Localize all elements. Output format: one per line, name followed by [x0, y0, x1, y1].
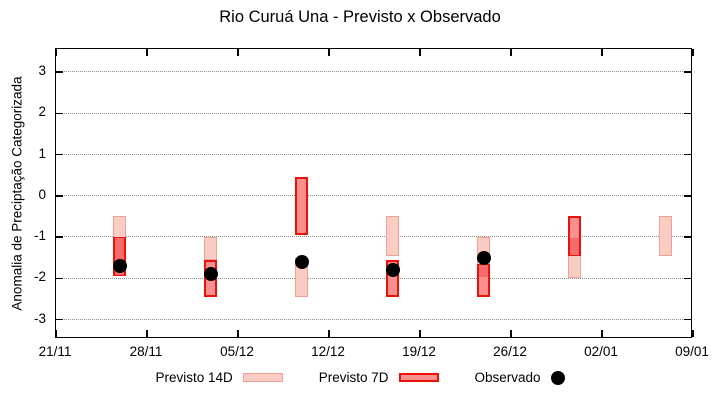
x-tickmark-bottom: [419, 330, 421, 337]
y-tickmark-left: [56, 112, 63, 115]
x-tick-label: 26/12: [493, 344, 527, 359]
x-tick-label: 21/11: [38, 344, 72, 359]
y-tickmark-left: [56, 71, 63, 73]
observed-dot: [294, 254, 309, 269]
y-tick-label: -2: [33, 269, 46, 285]
legend-entry-previsto-14d: Previsto 14D: [155, 370, 283, 385]
y-tick-label: -3: [33, 310, 46, 326]
y-tickmark-right: [684, 153, 691, 156]
observed-dot: [385, 263, 400, 278]
legend-entry-previsto-7d: Previsto 7D: [319, 370, 439, 385]
gridline: [56, 195, 691, 197]
bar-previsto-14d: [386, 216, 400, 256]
x-tickmark-bottom: [692, 330, 694, 337]
legend-dot-observado: [550, 370, 565, 385]
legend-label-previsto-7d: Previsto 7D: [318, 370, 389, 385]
y-tick-label: 2: [38, 104, 46, 120]
observed-dot: [203, 267, 218, 282]
gridline: [56, 318, 691, 320]
x-tickmark-top: [510, 49, 512, 56]
y-tickmark-right: [684, 71, 691, 73]
y-tick-label: 0: [38, 186, 46, 202]
bar-overlap: [479, 264, 489, 278]
legend-label-observado: Observado: [474, 370, 541, 385]
y-tick-label: 1: [38, 145, 46, 161]
x-tickmark-top: [692, 49, 694, 56]
x-tickmark-bottom: [328, 330, 330, 337]
bar-overlap: [115, 238, 125, 276]
observed-dot: [112, 258, 127, 273]
y-tickmark-left: [56, 153, 63, 156]
x-tickmark-top: [55, 49, 57, 56]
x-tickmark-bottom: [601, 330, 603, 337]
x-tickmark-top: [601, 49, 603, 56]
y-tickmark-left: [56, 277, 63, 280]
y-tickmark-right: [684, 236, 691, 238]
bar-previsto-7d: [295, 177, 309, 236]
y-tick-label: 3: [38, 63, 46, 79]
x-tickmark-top: [328, 49, 330, 56]
x-tickmark-top: [146, 49, 148, 56]
plot-area: [55, 48, 694, 338]
x-tickmark-bottom: [510, 330, 512, 337]
chart-title: Rio Curuá Una - Previsto x Observado: [219, 8, 501, 26]
x-tick-label: 05/12: [220, 344, 254, 359]
y-tickmark-right: [684, 318, 691, 321]
gridline: [56, 71, 691, 73]
x-tickmark-top: [419, 49, 421, 56]
x-tickmark-bottom: [237, 330, 239, 337]
y-tickmark-right: [684, 277, 691, 280]
y-tick-label: -1: [33, 228, 46, 244]
y-tickmark-right: [684, 112, 691, 115]
gridline: [56, 236, 691, 238]
x-tick-label: 12/12: [311, 344, 345, 359]
y-tickmark-left: [56, 236, 63, 238]
gridline: [56, 112, 691, 114]
x-tickmark-bottom: [146, 330, 148, 337]
x-tick-label: 09/01: [675, 344, 709, 359]
legend-swatch-previsto-7d: [398, 373, 439, 382]
legend-swatch-previsto-14d: [242, 373, 283, 382]
legend: Previsto 14D Previsto 7D Observado: [0, 370, 720, 385]
legend-label-previsto-14d: Previsto 14D: [155, 370, 233, 385]
bar-overlap: [570, 238, 580, 255]
bar-previsto-14d: [204, 237, 218, 260]
x-tickmark-bottom: [55, 330, 57, 337]
legend-entry-observado: Observado: [475, 370, 565, 385]
x-tick-label: 19/12: [402, 344, 436, 359]
y-tickmark-left: [56, 318, 63, 321]
x-tick-label: 02/01: [584, 344, 618, 359]
x-tickmark-top: [237, 49, 239, 56]
y-tickmark-right: [684, 195, 691, 197]
y-tickmark-left: [56, 195, 63, 197]
gridline: [56, 277, 691, 279]
gridline: [56, 153, 691, 155]
bar-previsto-14d: [659, 216, 673, 256]
x-tick-label: 28/11: [129, 344, 163, 359]
observed-dot: [476, 250, 491, 265]
